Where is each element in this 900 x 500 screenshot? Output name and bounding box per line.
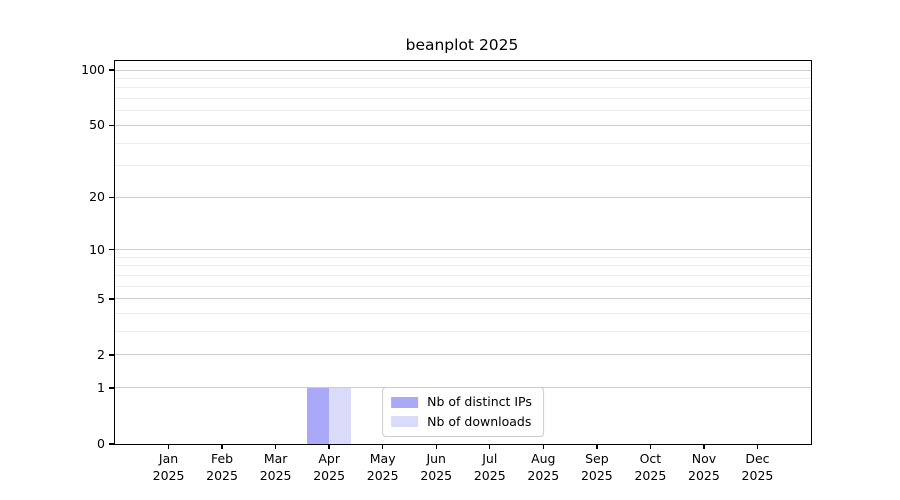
x-tick-year: 2025 [473,467,506,483]
x-tick-mark [649,444,652,449]
x-tick-mark [596,444,598,449]
y-tick-mark [109,443,115,445]
major-gridline [115,196,811,198]
x-tick-year: 2025 [527,467,560,483]
x-tick-mark [167,444,170,449]
y-tick-mark [109,249,115,251]
y-tick-mark [109,354,115,356]
x-tick-month: Oct [639,451,662,466]
x-tick-label: Dec 2025 [742,451,774,485]
x-tick-label: Oct 2025 [634,451,666,485]
x-tick-label: Sep 2025 [581,451,613,485]
x-tick-label: Nov 2025 [688,451,720,485]
y-tick-label: 2 [97,346,105,362]
x-tick-mark [274,444,277,449]
x-tick-label: Jan 2025 [153,451,185,485]
y-tick-label: 50 [89,117,105,133]
minor-gridline [115,313,811,315]
bar-nb-of-distinct-ips [307,387,330,444]
minor-gridline [115,256,811,258]
x-tick-mark [489,444,491,449]
x-tick-month: Jul [482,451,498,466]
minor-gridline [115,265,811,267]
x-tick-year: 2025 [688,467,720,483]
x-tick-year: 2025 [206,467,238,483]
x-tick-label: Aug 2025 [527,451,559,485]
x-tick-year: 2025 [741,467,774,483]
minor-gridline [115,142,811,144]
x-tick-label: Mar 2025 [260,451,292,485]
y-tick-label: 10 [89,241,105,257]
y-tick-mark [109,69,115,71]
minor-gridline [115,285,811,287]
y-tick-mark [109,124,115,127]
x-tick-label: Apr 2025 [313,451,345,485]
x-tick-mark [703,444,705,449]
x-tick-mark [435,444,437,449]
x-tick-mark [328,444,330,449]
x-tick-month: May [369,451,396,466]
legend-entry: Nb of downloads [391,413,532,429]
x-tick-month: Dec [745,451,770,466]
legend-swatch [391,416,419,428]
x-tick-month: Jun [426,451,446,466]
major-gridline [115,298,811,300]
x-tick-year: 2025 [152,467,185,483]
y-tick-mark [109,196,115,199]
x-tick-month: Nov [691,451,717,466]
x-tick-year: 2025 [420,467,453,483]
major-gridline [115,249,811,251]
x-tick-label: Feb 2025 [206,451,238,485]
x-tick-mark [542,444,544,449]
x-tick-label: May 2025 [367,451,399,485]
major-gridline [115,354,811,356]
legend-label: Nb of distinct IPs [427,394,532,410]
legend: Nb of distinct IPs Nb of downloads [382,387,544,437]
bar-nb-of-downloads [329,387,351,444]
minor-gridline [115,275,811,277]
legend-swatch [391,396,419,408]
x-tick-year: 2025 [634,467,667,483]
legend-entry: Nb of distinct IPs [391,394,532,410]
y-tick-label: 0 [97,435,105,451]
minor-gridline [115,87,811,89]
plot-area: 0 1 2 5 10 20 50 100 Jan 2025 Feb 2025 Mar 2025 Apr 20… [81,60,812,483]
x-tick-month: Sep [585,451,609,466]
y-tick-label: 1 [97,379,105,395]
minor-gridline [115,110,811,112]
x-tick-label: Jun 2025 [420,451,452,485]
y-tick-label: 100 [81,61,105,77]
major-gridline [115,69,811,71]
y-tick-label: 20 [89,189,105,205]
x-tick-month: Jan [158,451,179,466]
major-gridline [115,124,811,126]
legend-label: Nb of downloads [427,413,532,429]
minor-gridline [115,78,811,80]
x-tick-label: Jul 2025 [474,451,506,485]
x-tick-year: 2025 [366,467,399,483]
x-tick-month: Feb [210,451,234,466]
minor-gridline [115,98,811,100]
y-tick-mark [109,387,115,389]
x-tick-month: Aug [531,451,556,466]
x-tick-month: Mar [263,451,288,466]
x-tick-year: 2025 [313,467,346,483]
minor-gridline [115,331,811,333]
minor-gridline [115,165,811,167]
x-tick-year: 2025 [259,467,292,483]
y-tick-mark [109,298,115,300]
x-tick-mark [221,444,223,449]
x-tick-month: Apr [318,451,340,466]
x-tick-mark [756,444,759,449]
y-tick-label: 5 [97,290,105,306]
x-tick-year: 2025 [580,467,613,483]
chart-title: beanplot 2025 [405,36,519,54]
x-tick-mark [381,444,384,449]
